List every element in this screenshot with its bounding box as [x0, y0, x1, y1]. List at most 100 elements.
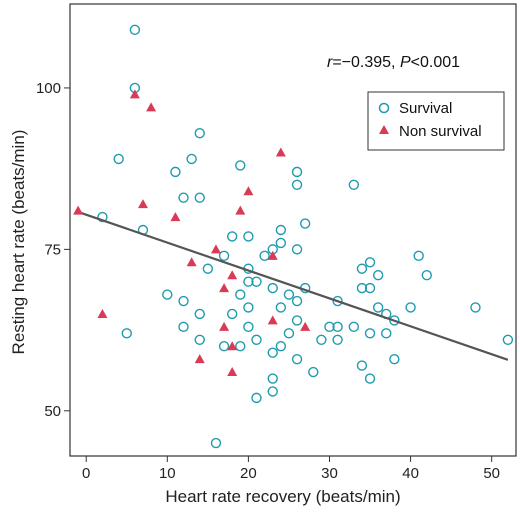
survival-point [291, 244, 303, 255]
survival-point [324, 321, 335, 333]
survival-point [275, 302, 287, 313]
non-survival-point [186, 257, 197, 267]
survival-point [251, 334, 262, 345]
survival-point [364, 282, 376, 294]
survival-point [129, 24, 141, 36]
survival-point [364, 328, 376, 339]
survival-point [389, 315, 400, 326]
survival-point [202, 263, 214, 274]
x-tick-label: 40 [402, 465, 419, 482]
survival-point [235, 160, 246, 171]
survival-point [170, 166, 181, 178]
survival-point [291, 315, 303, 326]
non-survival-point [267, 250, 278, 260]
y-tick-label: 100 [36, 80, 61, 97]
survival-point [389, 353, 400, 365]
survival-point [291, 353, 303, 365]
survival-point [243, 302, 254, 313]
correlation-annotation: r=−0.395, P<0.001 [327, 54, 460, 71]
survival-point [251, 276, 262, 287]
survival-point [470, 302, 481, 313]
survival-point [332, 334, 343, 345]
survival-point [113, 153, 124, 165]
non-survival-point [243, 186, 254, 196]
r-symbol: r [327, 54, 333, 71]
non-survival-point [146, 102, 157, 112]
survival-point [267, 373, 278, 384]
survival-point [308, 366, 319, 378]
survival-point [235, 341, 246, 352]
survival-point [291, 179, 303, 191]
survival-point [372, 302, 384, 313]
survival-point [332, 295, 343, 307]
non-survival-point [227, 270, 238, 280]
survival-point [283, 289, 295, 300]
r-value: =−0.395, [332, 54, 400, 71]
survival-point [291, 295, 303, 307]
survival-point [243, 276, 254, 287]
non-survival-point [194, 354, 205, 364]
legend-survival-label: Survival [399, 100, 452, 117]
survival-point [283, 328, 295, 339]
p-value: <0.001 [411, 54, 460, 71]
survival-point [372, 270, 384, 281]
non-survival-point [227, 341, 238, 351]
survival-point [194, 127, 205, 139]
survival-point [364, 257, 376, 268]
non-survival-point [300, 321, 311, 331]
survival-point [421, 270, 432, 281]
non-survival-point [129, 89, 140, 99]
survival-point [502, 334, 514, 345]
survival-point [267, 282, 278, 294]
non-survival-point [275, 147, 286, 157]
survival-point [97, 211, 108, 223]
survival-point [218, 341, 230, 352]
survival-point [405, 302, 416, 313]
survival-point [356, 263, 368, 274]
survival-point [316, 334, 327, 345]
survival-point [348, 321, 360, 333]
x-tick-label: 30 [321, 465, 338, 482]
survival-point [299, 218, 311, 229]
regression-line [77, 210, 509, 361]
x-tick-label: 0 [82, 465, 90, 482]
non-survival-point [219, 283, 230, 293]
non-survival-point [219, 321, 230, 331]
survival-point [218, 250, 230, 262]
survival-point [267, 347, 278, 358]
non-survival-point [235, 205, 246, 215]
survival-point [381, 328, 392, 339]
y-axis-ticks: 50 75 100 [36, 80, 70, 420]
p-symbol: P [400, 54, 411, 71]
non-survival-point [227, 367, 238, 377]
legend-box [367, 91, 505, 151]
survival-point [235, 289, 246, 300]
x-axis-title: Heart rate recovery (beats/min) [165, 487, 400, 506]
survival-point [332, 321, 343, 333]
legend-survival-marker [378, 102, 390, 114]
survival-point [194, 192, 205, 203]
survival-point [259, 250, 270, 262]
non-survival-point [73, 205, 84, 215]
survival-point [210, 437, 222, 449]
survival-point [251, 392, 262, 404]
non-survival-point [97, 308, 108, 318]
survival-point [275, 237, 287, 249]
x-tick-label: 10 [159, 465, 176, 482]
survival-point [178, 192, 189, 203]
legend-nonsurvival-label: Non survival [399, 123, 482, 140]
survival-point [356, 282, 368, 294]
survival-point [275, 224, 287, 236]
survival-point [364, 373, 376, 384]
x-tick-label: 20 [240, 465, 257, 482]
x-axis-ticks: 0 10 20 30 40 50 [82, 456, 500, 482]
non-survival-point [267, 315, 278, 325]
y-axis-title: Resting heart rate (beats/min) [9, 130, 28, 355]
survival-point [162, 289, 173, 300]
survival-point [178, 295, 189, 307]
survival-point [267, 386, 278, 397]
points-layer [73, 24, 514, 449]
survival-point [121, 328, 132, 339]
survival-point [194, 308, 205, 320]
